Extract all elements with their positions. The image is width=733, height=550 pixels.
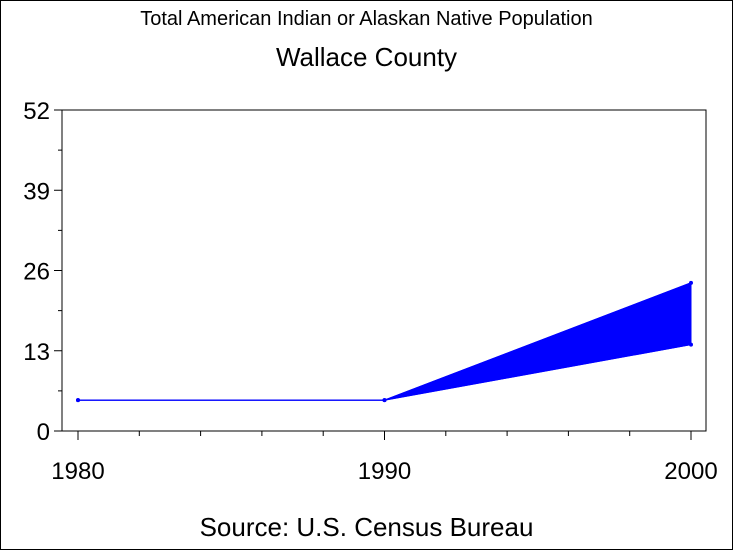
y-tick-label: 39 [23, 178, 50, 205]
upper-data-point [689, 280, 693, 285]
lower-data-point [689, 342, 693, 347]
x-tick-label: 1990 [358, 458, 411, 485]
y-tick-label: 0 [37, 419, 50, 446]
plot-area-frame [61, 109, 707, 432]
x-tick-label: 1980 [51, 458, 104, 485]
chart-title: Total American Indian or Alaskan Native … [140, 8, 593, 30]
chart-source: Source: U.S. Census Bureau [199, 512, 534, 542]
y-tick-label: 52 [23, 98, 50, 125]
x-tick-label: 2000 [664, 458, 717, 485]
y-tick-label: 13 [23, 339, 50, 366]
lower-data-point [76, 398, 80, 403]
chart-subtitle: Wallace County [275, 42, 458, 72]
lower-data-point [382, 398, 387, 403]
population-band [78, 282, 692, 401]
y-tick-label: 26 [23, 259, 50, 286]
